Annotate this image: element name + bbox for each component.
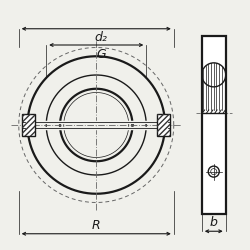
Text: b: b [210,216,218,229]
Bar [22,114,35,136]
Bar [202,36,226,214]
Bar [157,114,170,136]
Text: d₂: d₂ [95,31,108,44]
Text: R: R [92,219,100,232]
Text: G: G [96,48,106,60]
Bar [22,114,35,136]
Bar [157,114,170,136]
